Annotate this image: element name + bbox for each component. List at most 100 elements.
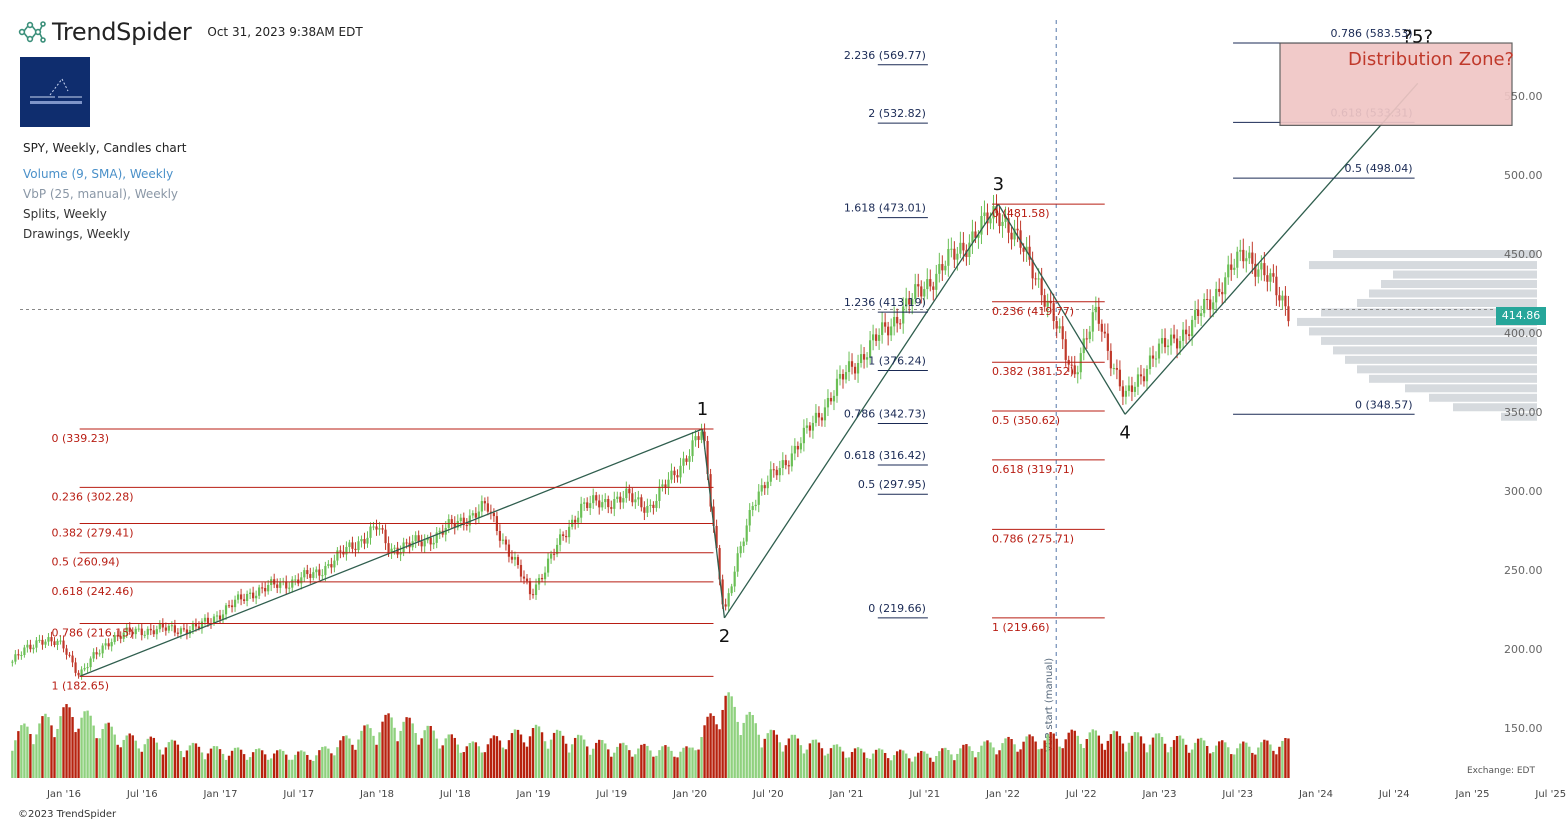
volume-bar bbox=[941, 748, 944, 778]
volume-bar bbox=[182, 757, 186, 778]
volume-bar bbox=[390, 717, 393, 778]
volume-bar bbox=[369, 728, 372, 778]
candle-body bbox=[829, 397, 833, 402]
candle-body bbox=[989, 218, 992, 224]
candle-body bbox=[727, 593, 730, 607]
fib-retrace-1-label: 0.382 (279.41) bbox=[51, 527, 133, 540]
volume-bar bbox=[694, 750, 697, 778]
candle-body bbox=[423, 540, 426, 547]
volume-bar bbox=[992, 747, 995, 778]
candle-body bbox=[637, 497, 640, 500]
candle-body bbox=[926, 279, 929, 290]
candle-body bbox=[1124, 390, 1128, 397]
candle-body bbox=[1136, 374, 1140, 387]
volume-bar bbox=[601, 740, 604, 778]
volume-bar bbox=[44, 713, 47, 778]
volume-bar bbox=[661, 746, 664, 778]
last-price-badge: 414.86 bbox=[1496, 307, 1546, 325]
volume-bar bbox=[327, 748, 330, 778]
volume-bar bbox=[92, 725, 95, 778]
volume-bar bbox=[751, 715, 754, 778]
x-tick-label: Jul '21 bbox=[908, 789, 940, 800]
volume-bar bbox=[1139, 736, 1143, 778]
volume-bar bbox=[1133, 732, 1137, 778]
candle-body bbox=[1251, 252, 1254, 264]
volume-bar bbox=[1193, 742, 1197, 778]
candle-body bbox=[1037, 278, 1040, 280]
indicator-volume[interactable]: Volume (9, SMA), Weekly bbox=[23, 167, 174, 181]
candle-body bbox=[1010, 232, 1013, 240]
candle-body bbox=[522, 576, 526, 579]
candle-body bbox=[357, 541, 360, 551]
indicator-drawings[interactable]: Drawings, Weekly bbox=[23, 227, 131, 241]
wave-label: 1 bbox=[697, 399, 708, 420]
candle-body bbox=[327, 564, 330, 566]
volume-bar bbox=[525, 746, 529, 778]
candle-body bbox=[1154, 358, 1158, 360]
volume-bar bbox=[77, 728, 80, 778]
candle-body bbox=[583, 502, 586, 504]
candle-body bbox=[865, 357, 869, 360]
indicator-main[interactable]: SPY, Weekly, Candles chart bbox=[23, 141, 187, 155]
volume-bar bbox=[366, 724, 369, 778]
wave-label: 2 bbox=[719, 626, 730, 647]
volume-bars bbox=[11, 692, 1290, 778]
volume-bar bbox=[676, 757, 679, 778]
candle-body bbox=[1004, 218, 1007, 222]
volume-bar bbox=[1034, 741, 1037, 778]
candle-body bbox=[799, 443, 802, 450]
candle-body bbox=[899, 323, 902, 325]
candle-body bbox=[101, 645, 104, 654]
volume-bar bbox=[227, 755, 231, 778]
candle-body bbox=[950, 248, 953, 250]
volume-bar bbox=[269, 758, 273, 778]
candle-body bbox=[185, 629, 189, 635]
candle-body bbox=[122, 632, 125, 639]
candle-body bbox=[351, 542, 354, 549]
candle-body bbox=[778, 468, 781, 476]
candle-body bbox=[679, 465, 682, 478]
volume-bar bbox=[811, 739, 815, 778]
volume-bar bbox=[682, 747, 685, 778]
volume-bar bbox=[179, 750, 183, 778]
volume-bar bbox=[1118, 735, 1122, 778]
candle-body bbox=[38, 639, 41, 641]
candle-body bbox=[420, 541, 423, 547]
candle-body bbox=[1275, 276, 1278, 296]
volume-bar bbox=[23, 723, 26, 778]
candle-body bbox=[1245, 258, 1248, 262]
candle-body bbox=[200, 621, 204, 629]
volume-bar bbox=[1010, 739, 1013, 778]
indicator-vbp[interactable]: VbP (25, manual), Weekly bbox=[23, 187, 179, 201]
candle-body bbox=[474, 513, 477, 518]
volume-bar bbox=[432, 730, 435, 778]
volume-bar bbox=[820, 748, 824, 778]
candle-body bbox=[748, 510, 751, 526]
candle-body bbox=[893, 316, 896, 327]
volume-bar bbox=[1025, 736, 1028, 778]
candle-body bbox=[501, 539, 505, 541]
volume-bar bbox=[573, 737, 577, 778]
candles bbox=[11, 194, 1290, 680]
candle-body bbox=[152, 630, 155, 635]
volume-bar bbox=[1284, 738, 1287, 778]
fib-extension-1-label: 0.618 (316.42) bbox=[844, 449, 926, 462]
wave-label: 3 bbox=[993, 174, 1004, 195]
volume-bar bbox=[742, 722, 745, 778]
volume-bar bbox=[1055, 738, 1058, 778]
candle-body bbox=[429, 537, 432, 545]
volume-bar bbox=[50, 725, 53, 778]
candle-body bbox=[742, 541, 745, 547]
volume-bar bbox=[1211, 752, 1215, 778]
y-tick-label: 450.00 bbox=[1504, 248, 1543, 261]
candle-body bbox=[74, 662, 77, 673]
candle-body bbox=[1073, 365, 1076, 375]
candle-body bbox=[559, 534, 562, 545]
candle-body bbox=[805, 425, 808, 428]
candle-body bbox=[902, 306, 905, 324]
volume-bar bbox=[1275, 754, 1278, 778]
indicator-splits[interactable]: Splits, Weekly bbox=[23, 207, 107, 221]
candle-body bbox=[1142, 376, 1146, 382]
volume-bar bbox=[646, 745, 649, 778]
